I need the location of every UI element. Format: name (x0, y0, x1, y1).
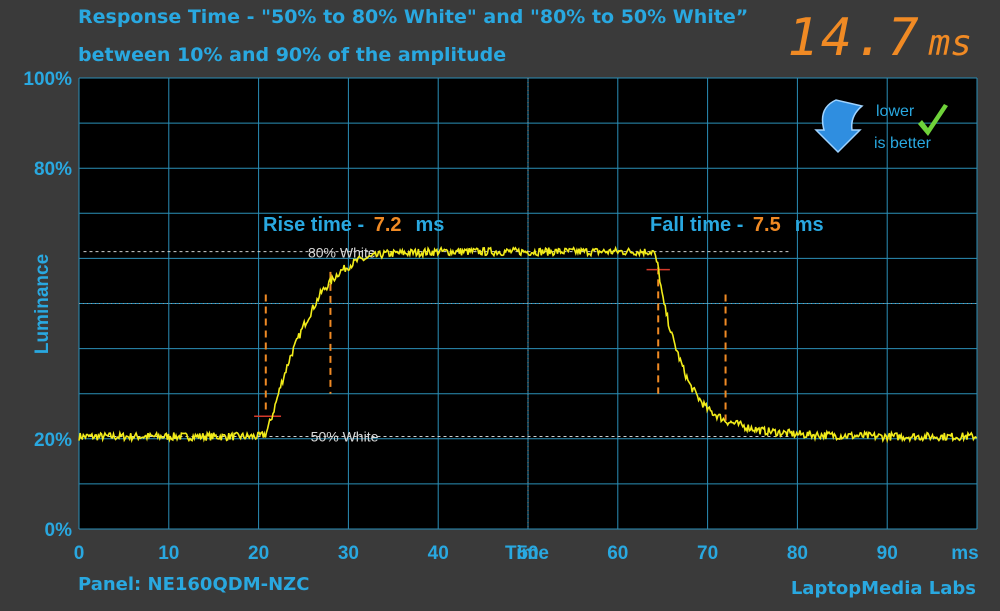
x-tick-label: 70 (697, 543, 718, 564)
rise-time-annotation: Rise time - 7.2 ms (263, 214, 444, 236)
badge-line2: is better (874, 135, 932, 152)
brand-label: LaptopMedia Labs (790, 578, 976, 599)
rise-time-value: 7.2 (374, 214, 402, 236)
luminance-trace (78, 245, 978, 444)
response-time-readout: 14.7 ms (787, 8, 972, 68)
chart-title-line2: between 10% and 90% of the amplitude (78, 44, 507, 66)
x-tick-label: 40 (428, 543, 449, 564)
fall-time-unit: ms (795, 214, 824, 236)
x-tick-label: 60 (607, 543, 628, 564)
x-tick-label: 90 (877, 543, 898, 564)
rise-time-label: Rise time - (263, 214, 370, 236)
reference-label: 50% White (311, 429, 379, 445)
x-tick-label: 0 (74, 543, 85, 564)
y-axis-label: Luminance (32, 254, 53, 354)
x-tick-label: 10 (158, 543, 179, 564)
measurement-markers (254, 267, 727, 421)
y-tick-label: 80% (34, 159, 72, 180)
chart-title-line1: Response Time - "50% to 80% White" and "… (78, 6, 749, 28)
fall-time-value: 7.5 (753, 214, 781, 236)
y-tick-labels: 100% 80% 20% 0% (23, 69, 72, 541)
readout-value: 14.7 (787, 8, 921, 68)
lower-is-better-badge: lower is better (814, 99, 948, 154)
x-tick-labels: 0 10 20 30 40 50 60 70 80 90 (74, 543, 898, 564)
x-axis-label: Time (505, 543, 549, 564)
x-tick-label: 80 (787, 543, 808, 564)
rise-time-unit: ms (416, 214, 445, 236)
grid-lines (78, 77, 978, 530)
down-arrow-icon (814, 99, 864, 154)
badge-line1: lower (876, 103, 915, 120)
panel-label: Panel: NE160QDM-NZC (78, 574, 310, 595)
x-tick-label: 20 (248, 543, 269, 564)
x-tick-label: 30 (338, 543, 359, 564)
readout-unit: ms (928, 23, 972, 64)
y-tick-label: 0% (45, 520, 73, 541)
x-axis-unit: ms (951, 543, 978, 564)
y-tick-label: 100% (23, 69, 72, 90)
fall-time-label: Fall time - (650, 214, 749, 236)
checkmark-icon (918, 104, 948, 136)
x-tick-label: 50 (517, 543, 538, 564)
y-tick-label: 20% (34, 430, 72, 451)
fall-time-annotation: Fall time - 7.5 ms (650, 214, 824, 236)
